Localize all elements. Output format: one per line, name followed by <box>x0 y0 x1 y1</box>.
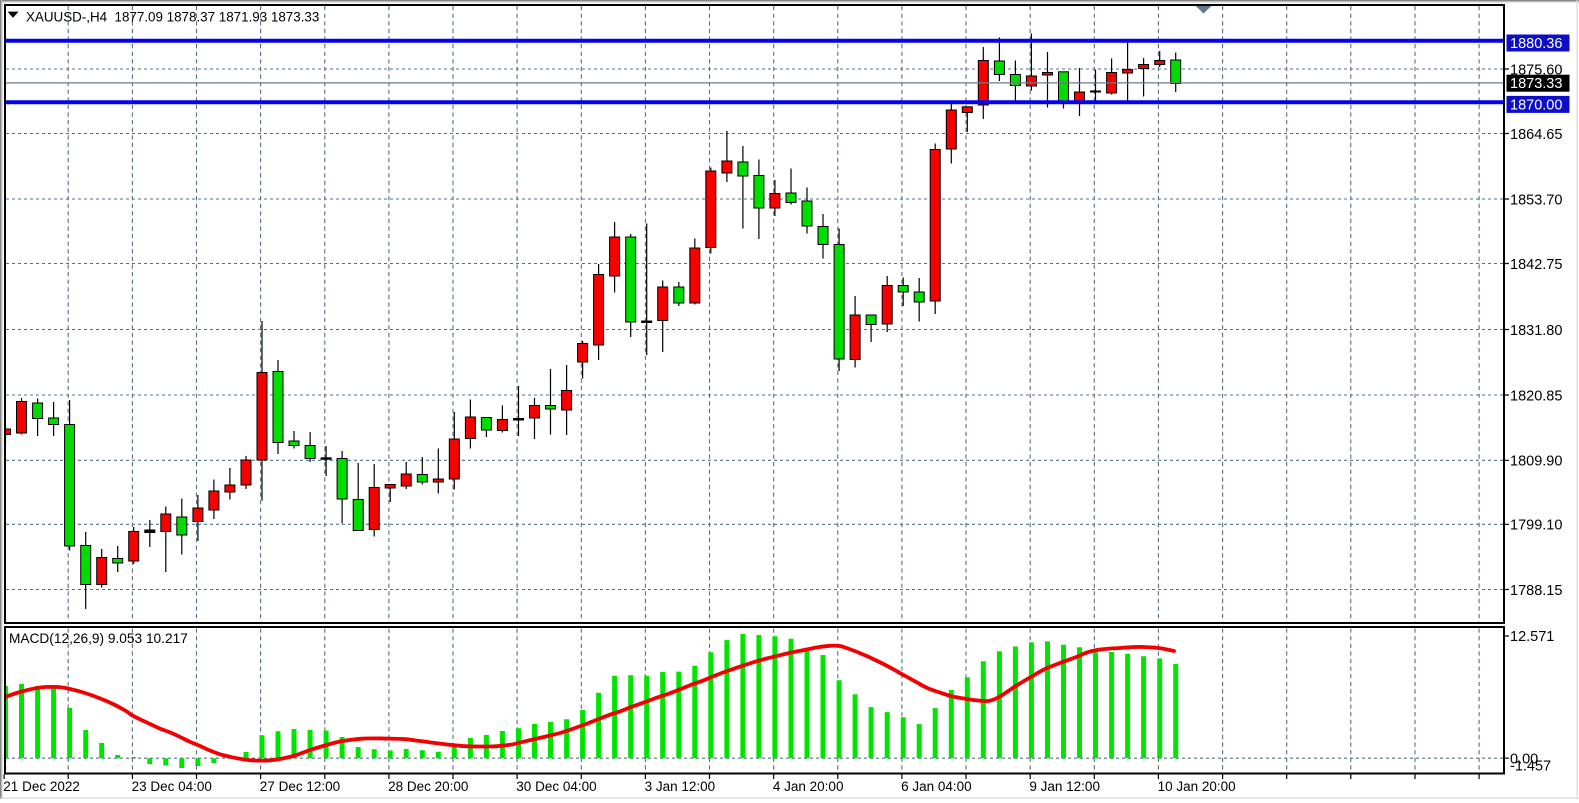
svg-text:XAUUSD-,H4 1877.09 1878.37 18: XAUUSD-,H4 1877.09 1878.37 1871.93 1873.… <box>26 9 319 24</box>
svg-text:27 Dec 12:00: 27 Dec 12:00 <box>260 779 340 794</box>
svg-text:4 Jan 20:00: 4 Jan 20:00 <box>773 779 844 794</box>
svg-text:12.571: 12.571 <box>1510 629 1554 645</box>
svg-text:1799.10: 1799.10 <box>1510 518 1562 534</box>
svg-text:1809.90: 1809.90 <box>1510 454 1562 470</box>
svg-text:1875.60: 1875.60 <box>1510 62 1562 78</box>
svg-text:1880.36: 1880.36 <box>1510 36 1562 52</box>
svg-text:1873.33: 1873.33 <box>1510 76 1562 92</box>
svg-text:23 Dec 04:00: 23 Dec 04:00 <box>132 779 212 794</box>
svg-text:0.00: 0.00 <box>1510 752 1538 768</box>
svg-text:1870.00: 1870.00 <box>1510 97 1562 113</box>
svg-text:9 Jan 12:00: 9 Jan 12:00 <box>1029 779 1100 794</box>
svg-text:3 Jan 12:00: 3 Jan 12:00 <box>645 779 716 794</box>
svg-text:10 Jan 20:00: 10 Jan 20:00 <box>1158 779 1236 794</box>
svg-text:1831.80: 1831.80 <box>1510 323 1562 339</box>
svg-text:1853.70: 1853.70 <box>1510 192 1562 208</box>
svg-text:-1.457: -1.457 <box>1510 759 1551 775</box>
svg-text:28 Dec 20:00: 28 Dec 20:00 <box>388 779 468 794</box>
svg-text:6 Jan 04:00: 6 Jan 04:00 <box>901 779 972 794</box>
svg-text:1820.85: 1820.85 <box>1510 388 1562 404</box>
svg-text:1842.75: 1842.75 <box>1510 257 1562 273</box>
svg-text:MACD(12,26,9) 9.053 10.217: MACD(12,26,9) 9.053 10.217 <box>9 631 188 646</box>
svg-text:1788.15: 1788.15 <box>1510 583 1562 599</box>
svg-text:30 Dec 04:00: 30 Dec 04:00 <box>516 779 596 794</box>
svg-text:21 Dec 2022: 21 Dec 2022 <box>3 779 80 794</box>
svg-text:1864.65: 1864.65 <box>1510 127 1562 143</box>
